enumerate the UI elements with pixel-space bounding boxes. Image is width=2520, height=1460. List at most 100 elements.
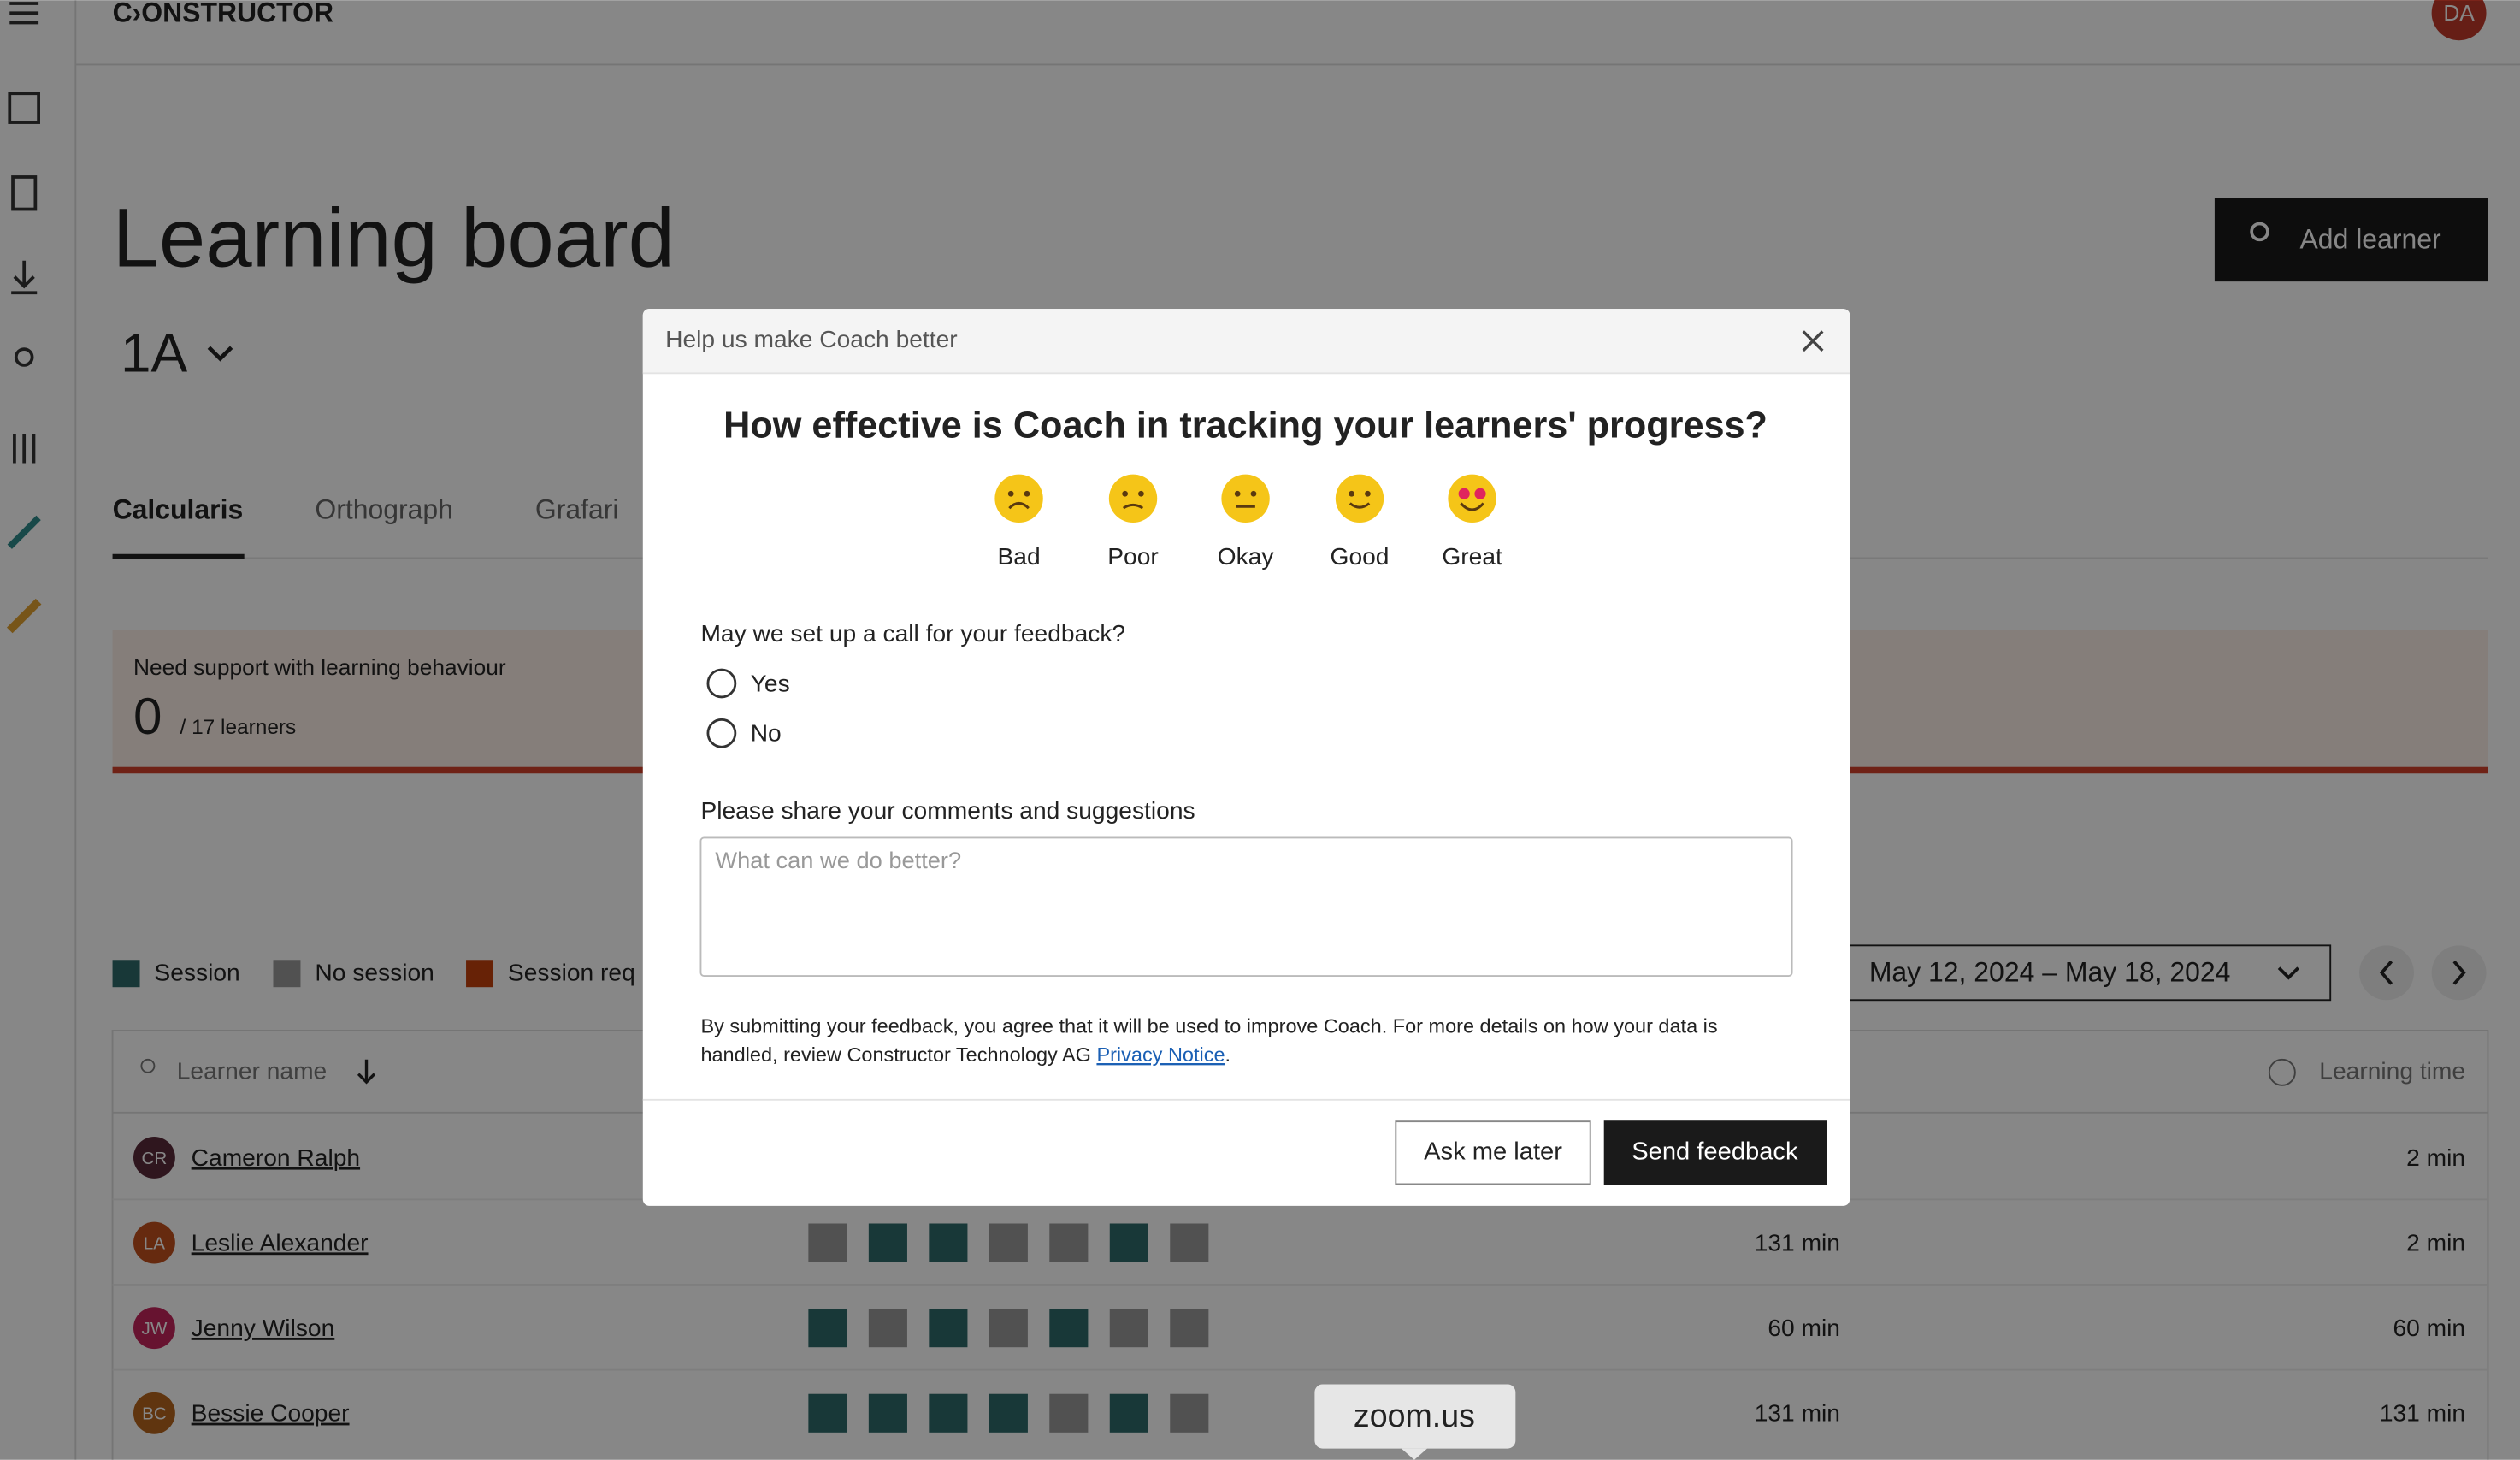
- session-day: [989, 1393, 1028, 1433]
- rating-label: Great: [1442, 542, 1502, 570]
- table-rows: CR Cameron Ralph 2 min LA Leslie Alexander 13…: [112, 1137, 2488, 1434]
- chevron: [2277, 966, 2299, 980]
- radio[interactable]: [706, 668, 737, 699]
- comments-input[interactable]: [699, 836, 1793, 977]
- session-day: [989, 1309, 1028, 1348]
- session-day: [868, 1309, 907, 1348]
- sidebar-icons: [6, 2, 42, 634]
- close-button[interactable]: [1802, 330, 1824, 352]
- emoji-mouth: [1122, 503, 1144, 510]
- session-day: [808, 1393, 847, 1433]
- radio[interactable]: [706, 718, 737, 748]
- column-header: Learning time: [2319, 1056, 2465, 1084]
- emoji-eye: [1458, 488, 1470, 499]
- learner-name[interactable]: Jenny Wilson: [192, 1314, 335, 1341]
- rating-label: Okay: [1218, 542, 1275, 570]
- tabs: Calcularis Orthograph Grafari: [113, 494, 619, 524]
- session-day: [808, 1223, 847, 1262]
- question: How effective is Coach in tracking your …: [723, 405, 1768, 446]
- send-feedback-button[interactable]: [1603, 1120, 1827, 1185]
- nav-icon[interactable]: [13, 434, 36, 464]
- tooltip-arrow: [1401, 1448, 1427, 1460]
- learner-name[interactable]: Leslie Alexander: [192, 1228, 369, 1256]
- emoji-eye: [1474, 488, 1486, 499]
- session-day: [929, 1309, 968, 1348]
- class-selector[interactable]: 1A: [121, 322, 188, 383]
- call-options: Yes No: [706, 668, 790, 748]
- nav-icon[interactable]: [11, 260, 38, 295]
- session-day: [1170, 1393, 1209, 1433]
- emoji-eye: [1234, 490, 1241, 497]
- session-day: [808, 1309, 847, 1348]
- rating-label: Bad: [998, 542, 1041, 570]
- date-range: May 12, 2024 – May 18, 2024: [1869, 957, 2231, 988]
- rating-label: Poor: [1107, 542, 1159, 570]
- nav-icon[interactable]: [8, 92, 40, 124]
- legend-swatch: [112, 960, 140, 988]
- emoji: [1108, 474, 1158, 523]
- session-day: [1109, 1223, 1148, 1262]
- emoji-eye: [1122, 490, 1129, 497]
- disclaimer: handled, review Constructor Technology A…: [700, 1043, 1230, 1066]
- emoji-eye: [1138, 490, 1144, 497]
- session-day: [1049, 1393, 1089, 1433]
- emoji: [1448, 474, 1496, 523]
- icon: [2250, 222, 2269, 242]
- learner-name[interactable]: Cameron Ralph: [192, 1144, 360, 1171]
- emoji-eye: [1024, 490, 1030, 497]
- rating-label: Good: [1331, 542, 1390, 570]
- emoji-mouth: [1008, 502, 1030, 510]
- tab[interactable]: Orthograph: [315, 494, 453, 524]
- nav-icon[interactable]: [6, 598, 42, 634]
- session-day: [1109, 1393, 1148, 1433]
- emoji-eye: [1250, 490, 1257, 497]
- chevron: [207, 346, 233, 362]
- nav-icon[interactable]: [11, 175, 38, 211]
- tooltip-box: [1314, 1384, 1516, 1449]
- avatar-initials: DA: [2443, 0, 2475, 26]
- modal-header-text: Help us make Coach better: [665, 325, 958, 352]
- column-header[interactable]: Learner name: [177, 1056, 328, 1084]
- learner-name[interactable]: Bessie Cooper: [192, 1399, 350, 1427]
- comments-label: Please share your comments and suggestio…: [700, 796, 1195, 824]
- tab[interactable]: Calcularis: [113, 494, 244, 524]
- emoji-mouth: [1460, 502, 1484, 511]
- learner-avatar: [133, 1392, 175, 1434]
- emoji: [1221, 474, 1270, 523]
- emoji: [1335, 474, 1384, 523]
- nav-icon[interactable]: [7, 515, 41, 549]
- sort-icon[interactable]: [357, 1059, 376, 1085]
- modal: [642, 309, 1850, 1206]
- icon: [2452, 960, 2466, 985]
- icon: [2268, 1058, 2296, 1086]
- avatar[interactable]: [2431, 0, 2487, 41]
- learner-avatar: [133, 1307, 175, 1350]
- rating-option[interactable]: [1221, 474, 1270, 523]
- next-button[interactable]: [2431, 945, 2487, 1001]
- learning-time: 131 min: [2380, 1399, 2465, 1427]
- date-range-picker[interactable]: [1847, 944, 2332, 1002]
- icon: [2379, 960, 2393, 985]
- learner-initials: CR: [142, 1149, 168, 1168]
- learner-initials: BC: [142, 1404, 167, 1424]
- ask-later-button[interactable]: [1395, 1120, 1591, 1185]
- add-learner-label: Add learner: [2300, 224, 2441, 255]
- week-time: 131 min: [1755, 1228, 1840, 1256]
- prev-button[interactable]: [2359, 945, 2414, 1001]
- rating-option[interactable]: [1335, 474, 1384, 523]
- tab[interactable]: Grafari: [535, 494, 619, 524]
- legend-swatch: [466, 960, 493, 988]
- rating-option[interactable]: [1108, 474, 1158, 523]
- radio-label: Yes: [751, 669, 790, 696]
- ratings: Bad Poor Okay Good Great: [994, 474, 1502, 570]
- disclaimer-text: handled, review Constructor Technology A…: [700, 1043, 1090, 1066]
- menu-icon[interactable]: [9, 2, 39, 25]
- feedback-modal: Help us make Coach better How effective …: [642, 309, 1850, 1206]
- legend-label: No session: [315, 959, 434, 986]
- rating-option[interactable]: [994, 474, 1043, 523]
- session-day: [1170, 1309, 1209, 1348]
- privacy-link[interactable]: Privacy Notice: [1096, 1043, 1225, 1066]
- nav-icon[interactable]: [14, 347, 34, 367]
- rating-option[interactable]: [1448, 474, 1496, 523]
- session-day: [868, 1223, 907, 1262]
